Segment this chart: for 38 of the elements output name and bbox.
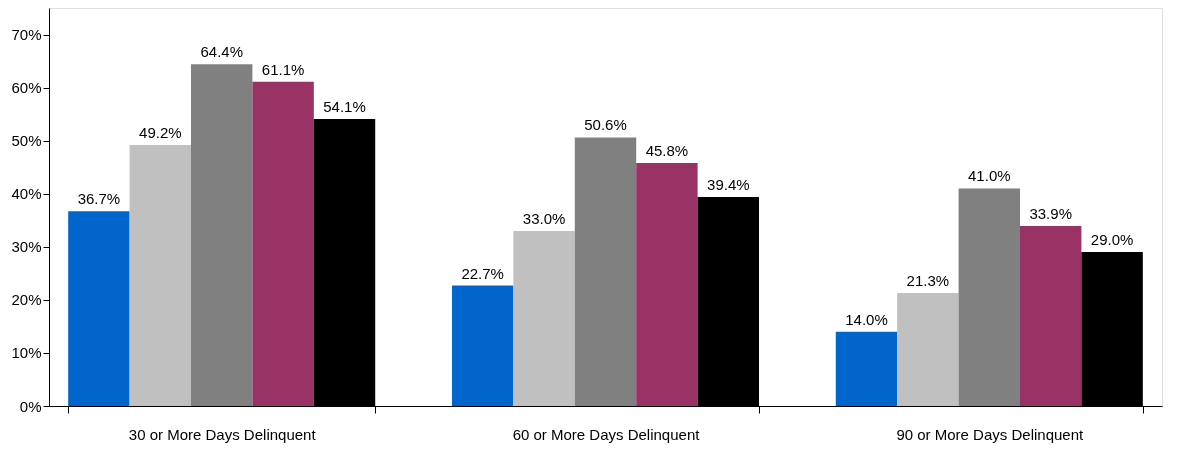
y-tick-label: 60% bbox=[11, 79, 42, 97]
data-label: 33.9% bbox=[1029, 205, 1072, 223]
y-tick-label: 50% bbox=[11, 132, 42, 150]
x-tick-label: 60 or More Days Delinquent bbox=[512, 425, 701, 443]
bar bbox=[68, 211, 130, 406]
bar bbox=[958, 188, 1020, 406]
bar bbox=[451, 285, 514, 406]
data-label: 21.3% bbox=[906, 271, 950, 289]
y-tick-label: 70% bbox=[11, 26, 42, 44]
data-label: 54.1% bbox=[323, 97, 366, 115]
y-tick-label: 40% bbox=[11, 185, 42, 203]
y-tick-label: 10% bbox=[11, 344, 42, 362]
y-tick-label: 30% bbox=[11, 238, 42, 256]
y-tick-label: 0% bbox=[19, 397, 42, 415]
data-label: 49.2% bbox=[139, 123, 182, 141]
x-tick-label: 90 or More Days Delinquent bbox=[896, 425, 1084, 443]
y-tick-label: 20% bbox=[11, 291, 42, 309]
data-label: 36.7% bbox=[77, 190, 121, 208]
bar bbox=[191, 64, 253, 406]
x-tick-label: 30 or More Days Delinquent bbox=[128, 425, 317, 443]
data-label: 22.7% bbox=[461, 264, 504, 282]
bar bbox=[1020, 226, 1082, 406]
bar bbox=[129, 144, 191, 406]
data-label: 41.0% bbox=[968, 167, 1011, 185]
data-label: 50.6% bbox=[584, 116, 627, 134]
data-label: 64.4% bbox=[200, 43, 243, 61]
bar bbox=[897, 292, 959, 406]
bar bbox=[835, 331, 898, 406]
data-label: 33.0% bbox=[522, 209, 566, 227]
data-label: 45.8% bbox=[645, 141, 689, 159]
data-label: 39.4% bbox=[707, 175, 750, 193]
bar bbox=[636, 162, 698, 406]
bar bbox=[252, 81, 314, 406]
data-label: 61.1% bbox=[261, 60, 305, 78]
bar bbox=[574, 137, 637, 406]
bar bbox=[513, 230, 575, 406]
data-label: 14.0% bbox=[845, 310, 888, 328]
data-label: 29.0% bbox=[1090, 231, 1134, 249]
